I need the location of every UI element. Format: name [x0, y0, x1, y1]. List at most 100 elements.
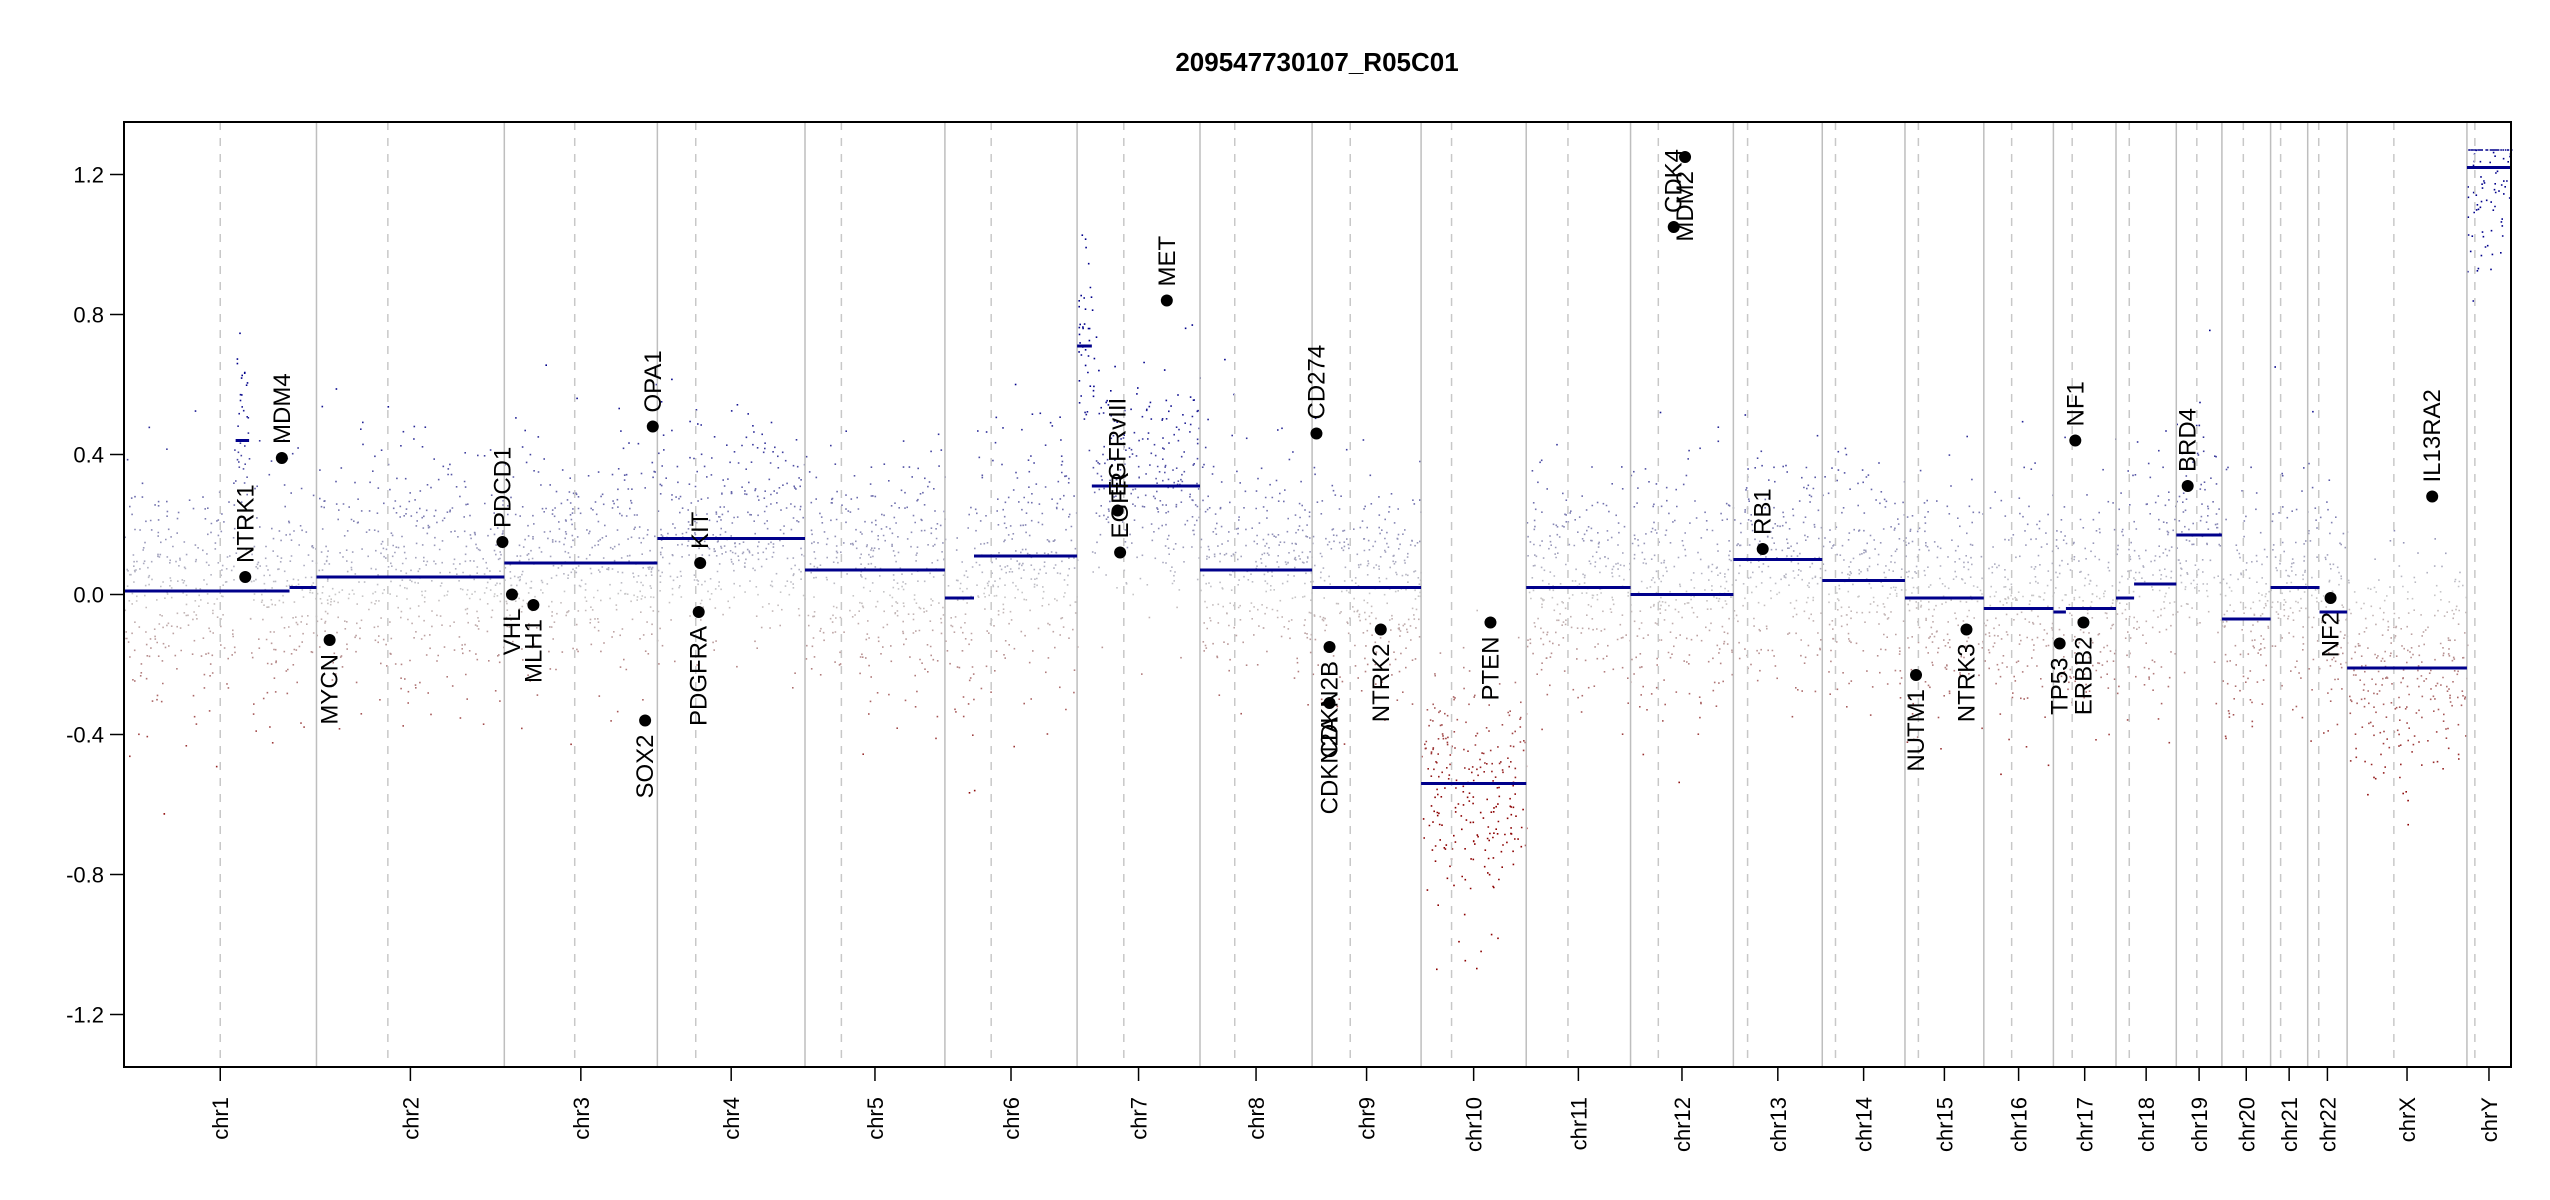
probe-point-group	[1989, 604, 2005, 607]
probe-point-group	[157, 534, 220, 537]
probe-point-group	[319, 597, 471, 600]
probe-point-group	[1551, 596, 1613, 599]
probe-point-group	[2007, 596, 2016, 599]
probe-point-group	[1761, 570, 1802, 573]
probe-point-group	[846, 572, 931, 575]
probe-point-group	[2357, 642, 2442, 646]
probe-point-group	[2386, 594, 2436, 597]
probe-point-group	[2126, 718, 2160, 721]
probe-point-group	[1633, 673, 1734, 676]
y-tick-label: 0.8	[73, 303, 104, 328]
probe-point-group	[133, 648, 298, 652]
probe-point-group	[516, 554, 631, 557]
probe-point-group	[2386, 676, 2444, 679]
probe-point-group	[999, 565, 1046, 568]
probe-point-group	[1109, 500, 1162, 503]
probe-point-group	[1532, 564, 1625, 568]
probe-point-group	[1733, 610, 1806, 613]
probe-point-group	[1212, 604, 1263, 607]
probe-point-group	[1399, 635, 1421, 638]
probe-point-group	[1427, 767, 1517, 771]
probe-point-group	[1314, 473, 1372, 477]
probe-point-group	[1126, 546, 1202, 549]
segment-lines	[124, 166, 2511, 785]
gene-label: EGFRvIII	[1105, 398, 1132, 497]
x-tick-label: chrY	[2477, 1097, 2502, 1143]
probe-point-group	[316, 592, 502, 595]
gene-label: PTEN	[1477, 637, 1504, 701]
probe-point-group	[678, 586, 758, 589]
probe-point-group	[1905, 555, 1983, 558]
probe-point-group	[1213, 553, 1263, 556]
probe-point-group	[532, 535, 656, 538]
probe-point-group	[337, 616, 493, 619]
probe-point-group	[1444, 786, 1500, 789]
probe-point-group	[1092, 466, 1166, 469]
probe-point-group	[164, 597, 317, 600]
probe-point-group	[558, 528, 635, 531]
probe-point-group	[2133, 520, 2165, 523]
probe-point-group	[2406, 685, 2437, 688]
probe-point-group	[1100, 475, 1123, 478]
probe-point-group	[1441, 771, 1504, 774]
gene-point	[1667, 221, 1680, 233]
probe-point-group	[910, 545, 919, 548]
probe-point-group	[692, 519, 722, 522]
probe-point-group	[1366, 564, 1380, 568]
probe-point-group	[2064, 593, 2094, 596]
probe-point-group	[335, 673, 467, 676]
probe-point-group	[721, 552, 759, 555]
probe-point-group	[1115, 494, 1147, 497]
probe-point-group	[1541, 539, 1593, 542]
probe-point-group	[2363, 683, 2442, 686]
gene-point	[1679, 151, 1692, 163]
probe-point-group	[2118, 580, 2146, 584]
probe-point-group	[166, 500, 243, 503]
probe-point-group	[1535, 555, 1606, 558]
probe-point-group	[1639, 652, 1720, 655]
gene-point	[239, 571, 252, 583]
probe-point-group	[1911, 592, 1983, 595]
probe-point-group	[510, 618, 634, 621]
probe-point-group	[662, 556, 795, 559]
probe-point-group	[1208, 506, 1265, 509]
probe-point-group	[335, 503, 469, 506]
probe-point-group	[156, 641, 273, 645]
probe-point-group	[2000, 637, 2054, 640]
gene-label: MYCN	[317, 654, 344, 725]
probe-point-group	[1341, 680, 1383, 683]
probe-point-group	[1228, 624, 1260, 627]
probe-point-group	[1539, 544, 1619, 547]
probe-point-group	[519, 514, 628, 517]
probe-point-group	[334, 593, 496, 596]
probe-point-group	[2398, 744, 2402, 747]
probe-point-group	[325, 637, 423, 640]
probe-point-group	[997, 610, 1012, 613]
probe-point-group	[1430, 775, 1440, 778]
probe-point-group	[154, 635, 291, 638]
gene-label: TP53	[2047, 658, 2074, 715]
probe-point-group	[2359, 679, 2425, 682]
probe-point-group	[1302, 595, 1306, 598]
probe-point-group	[1206, 626, 1265, 630]
probe-point-group	[144, 594, 284, 597]
probe-point-group	[601, 566, 654, 569]
probe-point-group	[862, 605, 921, 609]
gene-point	[1111, 504, 1124, 517]
probe-point-group	[862, 585, 903, 589]
probe-point-group	[1744, 508, 1794, 511]
probe-point-group	[565, 532, 590, 535]
probe-point-group	[1432, 703, 1490, 706]
probe-point-group	[983, 592, 1066, 595]
probe-point-group	[961, 561, 1046, 564]
probe-point-group	[133, 565, 268, 568]
probe-point-group	[1463, 748, 1525, 752]
gene-label: CDKN2B	[1317, 661, 1344, 758]
probe-point-group	[1830, 648, 1887, 652]
chart-title: 209547730107_R05C01	[1175, 47, 1458, 77]
probe-point-group	[953, 631, 964, 634]
probe-point-group	[2098, 528, 2116, 531]
probe-point-group	[353, 519, 444, 522]
probe-point-group	[2398, 696, 2466, 699]
probe-point-group	[414, 581, 498, 585]
